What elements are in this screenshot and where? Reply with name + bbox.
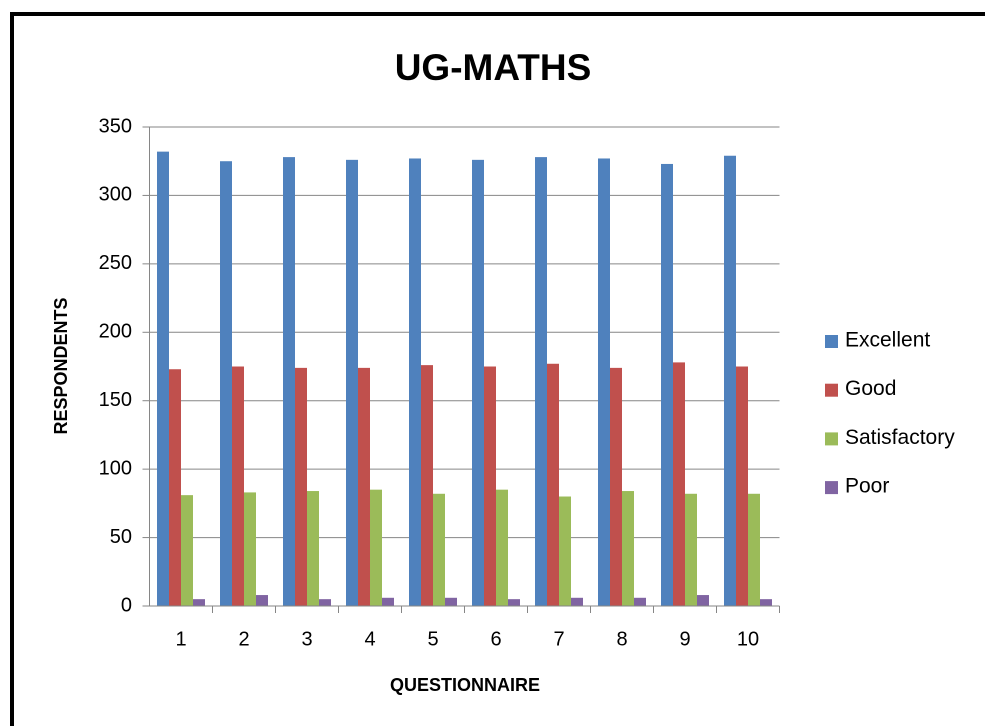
bar [559, 496, 571, 606]
y-tick-label: 50 [110, 526, 132, 548]
y-tick-label: 350 [99, 115, 132, 137]
bar [157, 151, 169, 607]
x-axis-title: QUESTIONNAIRE [390, 675, 540, 695]
bar [661, 163, 673, 607]
x-tick-label: 6 [490, 628, 501, 650]
bar [169, 369, 181, 606]
y-tick-label: 150 [99, 389, 132, 411]
legend-label: Excellent [845, 329, 930, 352]
bar [760, 599, 772, 606]
bar [610, 367, 622, 606]
legend-swatch [825, 383, 838, 397]
y-tick-label: 300 [99, 184, 132, 206]
x-tick-label: 10 [737, 628, 759, 650]
bar [445, 597, 457, 606]
bar [283, 157, 295, 606]
x-tick-label: 1 [175, 628, 186, 650]
bar [358, 367, 370, 606]
bar [571, 597, 583, 606]
bar [736, 366, 748, 606]
bar [295, 367, 307, 606]
bar [382, 597, 394, 606]
x-tick-label: 9 [679, 628, 690, 650]
bar [508, 599, 520, 606]
y-tick-label: 0 [121, 594, 132, 616]
x-tick-label: 2 [238, 628, 249, 650]
bar [748, 493, 760, 606]
y-tick-label: 250 [99, 252, 132, 274]
legend-label: Poor [845, 475, 889, 498]
bar [433, 493, 445, 606]
bar [370, 489, 382, 606]
bar [496, 489, 508, 606]
y-tick-label: 100 [99, 457, 132, 479]
frame [10, 12, 985, 726]
legend-swatch [825, 481, 838, 495]
legend-label: Satisfactory [845, 426, 955, 449]
bar [472, 159, 484, 607]
bar [685, 493, 697, 606]
x-tick-label: 7 [553, 628, 564, 650]
bar [256, 595, 268, 606]
bar [622, 491, 634, 606]
x-tick-label: 4 [364, 628, 375, 650]
bar [319, 599, 331, 606]
bar [673, 362, 685, 606]
bar [232, 366, 244, 606]
bar [307, 491, 319, 606]
bar [409, 158, 421, 606]
x-tick-label: 3 [301, 628, 312, 650]
bar [484, 366, 496, 606]
bar [421, 365, 433, 606]
legend-swatch [825, 432, 838, 446]
y-axis-title: RESPONDENTS [51, 297, 71, 434]
bar [547, 363, 559, 606]
bar [697, 595, 709, 606]
legend-label: Good [845, 377, 896, 400]
bar [244, 492, 256, 606]
legend-swatch [825, 335, 838, 348]
bar [535, 157, 547, 606]
y-tick-label: 200 [99, 321, 132, 343]
bar [181, 495, 193, 606]
bar [193, 599, 205, 606]
x-tick-label: 5 [427, 628, 438, 650]
bar [220, 161, 232, 606]
bar [724, 155, 736, 607]
bar [634, 597, 646, 606]
x-tick-label: 8 [616, 628, 627, 650]
bar [346, 159, 358, 607]
bar [598, 158, 610, 606]
chart-title: UG-MATHS [395, 47, 592, 88]
